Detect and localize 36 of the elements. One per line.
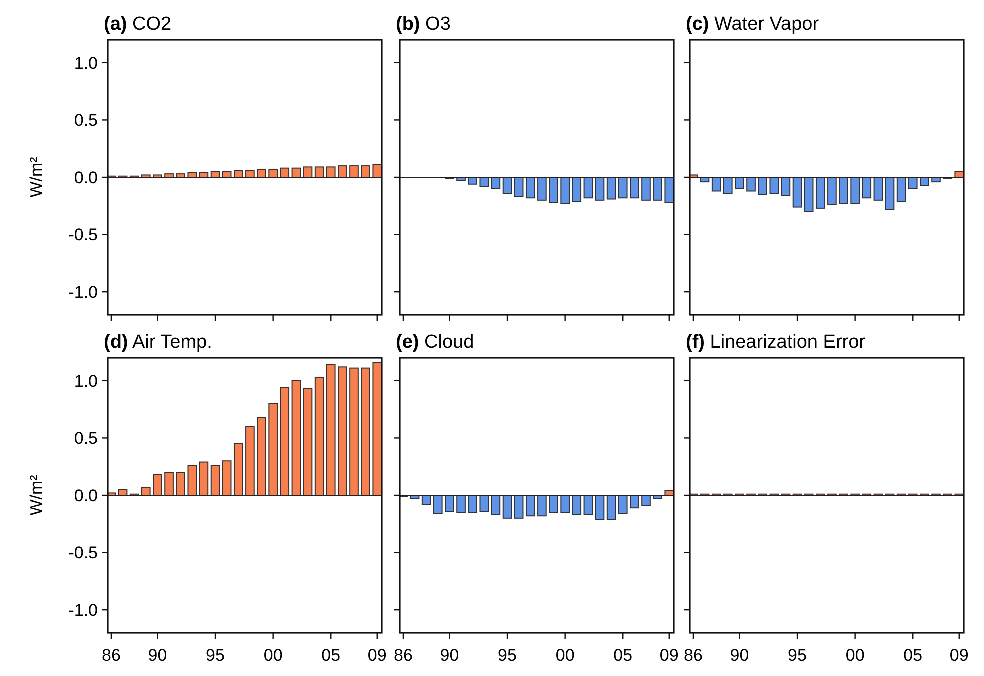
x-tick-label: 09: [950, 646, 969, 665]
chart-title: (f) Linearization Error: [686, 332, 866, 353]
x-tick-label: 00: [264, 646, 283, 665]
y-tick-label: 0.0: [74, 168, 98, 188]
x-tick-label: 00: [556, 646, 575, 665]
x-tick-label: 95: [206, 646, 225, 665]
x-tick-label: 95: [788, 646, 807, 665]
y-tick-label: -0.5: [68, 226, 98, 245]
x-tick-label: 09: [660, 646, 679, 665]
chart-title: (a) CO2: [104, 14, 172, 35]
y-tick-label: -1.0: [68, 283, 98, 302]
y-tick-label: 1.0: [74, 372, 98, 391]
x-tick-label: 86: [684, 646, 703, 665]
y-tick-label: 0.5: [74, 429, 98, 448]
x-tick-label: 05: [904, 646, 923, 665]
x-tick-label: 09: [368, 646, 387, 665]
y-tick-label: -1.0: [68, 601, 98, 620]
chart-title: (e) Cloud: [396, 332, 474, 353]
chart-title: (d) Air Temp.: [104, 332, 212, 353]
x-tick-label: 86: [394, 646, 413, 665]
y-axis-title: W/m²: [27, 156, 46, 198]
y-axis-title: W/m²: [27, 474, 46, 516]
x-tick-label: 90: [440, 646, 460, 665]
chart-title: (c) Water Vapor: [686, 14, 820, 35]
y-tick-label: -0.5: [68, 544, 98, 563]
x-tick-label: 95: [498, 646, 517, 665]
x-tick-label: 86: [102, 646, 121, 665]
chart-title: (b) O3: [396, 14, 451, 35]
y-tick-label: 0.5: [74, 111, 98, 130]
x-tick-label: 05: [322, 646, 341, 665]
x-tick-label: 00: [846, 646, 865, 665]
x-tick-label: 05: [614, 646, 633, 665]
x-tick-label: 90: [148, 646, 168, 665]
x-tick-label: 90: [730, 646, 750, 665]
y-tick-label: 0.0: [74, 486, 98, 506]
y-tick-label: 1.0: [74, 54, 98, 73]
